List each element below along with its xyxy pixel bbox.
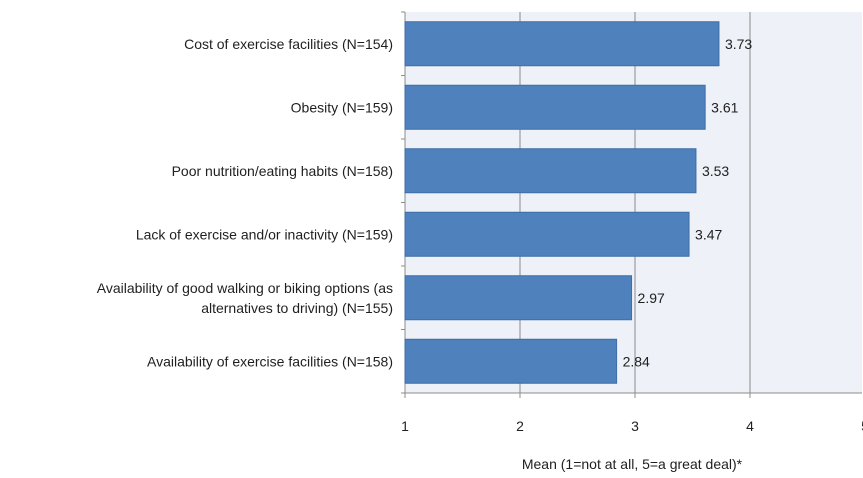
bar	[404, 148, 697, 194]
x-axis-title: Mean (1=not at all, 5=a great deal)*	[522, 456, 743, 472]
bar	[404, 275, 633, 321]
data-label: 3.53	[702, 163, 729, 179]
data-label: 3.47	[695, 226, 722, 242]
x-tick-label: 4	[746, 418, 754, 434]
category-label: Lack of exercise and/or inactivity (N=15…	[136, 226, 393, 242]
category-label: Poor nutrition/eating habits (N=158)	[172, 163, 393, 179]
x-tick-label: 5	[861, 418, 863, 434]
x-tick-label: 3	[631, 418, 639, 434]
bar	[404, 211, 690, 257]
plot-area	[405, 12, 862, 393]
bar	[404, 84, 706, 130]
category-label: Cost of exercise facilities (N=154)	[184, 36, 393, 52]
category-label: Availability of exercise facilities (N=1…	[147, 353, 393, 369]
bar	[404, 21, 720, 67]
x-tick-label: 1	[401, 418, 409, 434]
category-label: alternatives to driving) (N=155)	[201, 300, 393, 316]
data-label: 2.84	[623, 353, 650, 369]
bar	[404, 338, 618, 384]
data-label: 3.73	[725, 36, 752, 52]
x-tick-label: 2	[516, 418, 524, 434]
data-label: 3.61	[711, 99, 738, 115]
category-label: Obesity (N=159)	[291, 99, 393, 115]
data-label: 2.97	[638, 290, 665, 306]
category-label: Availability of good walking or biking o…	[97, 280, 393, 296]
